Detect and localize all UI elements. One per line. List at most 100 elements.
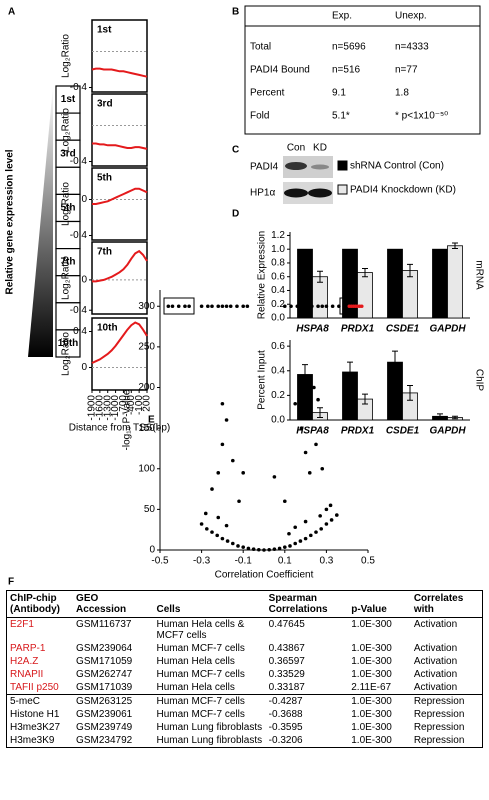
y-tick-label: 0.0 <box>271 313 285 324</box>
table-cell: H3me3K27 <box>10 722 61 733</box>
blot-band <box>285 162 307 170</box>
table-cell: -0.3206 <box>268 735 303 746</box>
error-bar <box>362 267 368 278</box>
y-axis-label: Percent Input <box>257 350 268 410</box>
x-tick-label: -1900 <box>87 395 98 421</box>
header-cell: Spearman Correlations <box>265 590 349 618</box>
y-tick-label: -0.4 <box>70 82 88 93</box>
point <box>298 539 303 543</box>
table-cell: Human Hela cells <box>156 656 235 667</box>
y-tick-label: 300 <box>138 301 155 312</box>
point <box>303 536 308 541</box>
point <box>220 401 225 406</box>
table-row: RNAPII GSM262747 Human MCF-7 cells 0.33529 1… <box>7 668 483 681</box>
error-bar <box>437 413 443 420</box>
bar <box>357 272 373 319</box>
y-axis-label: Log₂Ratio <box>61 108 72 152</box>
point <box>287 531 291 536</box>
table-cell: GSM116737 <box>76 619 132 630</box>
chart-title: 5th <box>97 173 112 184</box>
point <box>215 533 219 538</box>
x-tick-label: -700 <box>118 395 129 415</box>
error-bar <box>317 270 323 283</box>
table-cell: GSM262747 <box>76 669 133 680</box>
table-cell: PARP-1 <box>10 643 46 654</box>
point <box>216 304 221 309</box>
level-label: 1st <box>61 94 76 105</box>
table-cell: -0.3688 <box>268 709 303 720</box>
table-cell: Human Hela cells & MCF7 cells <box>156 619 245 641</box>
table-cell: PADI4 Bound <box>250 65 310 76</box>
point <box>262 548 266 552</box>
table-cell: Activation <box>413 643 458 654</box>
x-tick-label: CSDE1 <box>386 324 420 335</box>
header-cell: Cells <box>153 590 266 618</box>
table-cell: 1.0E-300 <box>351 619 392 630</box>
data-line <box>91 67 148 78</box>
point <box>216 515 221 520</box>
point <box>316 397 320 402</box>
error-bar <box>392 350 398 374</box>
point <box>314 442 318 447</box>
level-box <box>55 302 81 331</box>
point <box>283 304 287 309</box>
y-axis-label: Log₂Ratio <box>61 34 72 78</box>
table-row: Histone H1 GSM239061 Human MCF-7 cells -0.3… <box>7 708 483 721</box>
lane-label: KD <box>313 143 327 154</box>
blot-band <box>308 188 332 198</box>
plot-frame <box>91 241 148 315</box>
table-cell: GSM234792 <box>76 735 133 746</box>
chart-title: 1st <box>97 25 112 36</box>
x-tick-label: -1600 <box>94 395 105 421</box>
table-cell: 1.0E-300 <box>348 694 411 708</box>
y-tick-label: 0 <box>149 545 155 556</box>
protein-label: HP1α <box>250 188 275 199</box>
point <box>210 530 214 534</box>
y-tick-label: 0.6 <box>271 271 285 282</box>
table-cell: RNAPII <box>10 669 44 680</box>
point <box>283 499 287 504</box>
table-cell: GSM263125 <box>73 694 154 708</box>
header-cell: GEO Accession <box>73 590 154 618</box>
table-cell: Human Lung fibroblasts <box>156 735 263 746</box>
table-cell: 1.0E-300 <box>351 656 392 667</box>
y-tick-label: -0.4 <box>70 230 88 241</box>
panel-label: C <box>232 145 239 156</box>
point <box>324 304 329 309</box>
table-cell: Human MCF-7 cells <box>156 643 245 654</box>
point <box>324 507 329 512</box>
x-tick-label: 0.3 <box>319 556 333 567</box>
level-label: 10th <box>58 338 79 349</box>
x-tick-label: GAPDH <box>429 426 466 437</box>
point <box>237 499 241 504</box>
side-label: mRNA <box>473 260 484 290</box>
panel-label: A <box>8 7 15 18</box>
point <box>283 545 287 549</box>
point <box>303 450 308 455</box>
point <box>241 304 245 309</box>
table-cell: 5-meC <box>6 694 74 708</box>
error-bar <box>407 263 413 278</box>
y-tick-label: 200 <box>138 382 155 393</box>
table-row: E2F1 GSM116737 Human Hela cells & MCF7 cel… <box>7 618 483 643</box>
data-line <box>91 321 148 364</box>
point <box>324 522 329 526</box>
error-bar <box>302 364 308 385</box>
table-cell: Human MCF-7 cells <box>156 709 245 720</box>
side-label: ChIP <box>473 369 484 392</box>
table-row: H3me3K9 GSM234792 Human Lung fibroblasts -0… <box>7 734 483 748</box>
error-bar <box>362 393 368 405</box>
x-tick-label: CSDE1 <box>386 426 420 437</box>
x-tick-label: -0.3 <box>193 556 211 567</box>
y-axis-label: Log₂Ratio <box>61 332 72 376</box>
table-cell: 0.36597 <box>268 656 305 667</box>
x-tick-label: -100 <box>134 395 145 415</box>
y-tick-label: -0.4 <box>70 305 88 316</box>
table-cell: Human Hela cells <box>156 682 235 693</box>
point <box>277 546 282 551</box>
legend-label: PADI4 Knockdown (KD) <box>350 185 456 196</box>
table-body: E2F1 GSM116737 Human Hela cells & MCF7 cel… <box>6 618 483 748</box>
y-tick-label: 100 <box>138 463 155 474</box>
table-cell: GSM239061 <box>76 709 133 720</box>
